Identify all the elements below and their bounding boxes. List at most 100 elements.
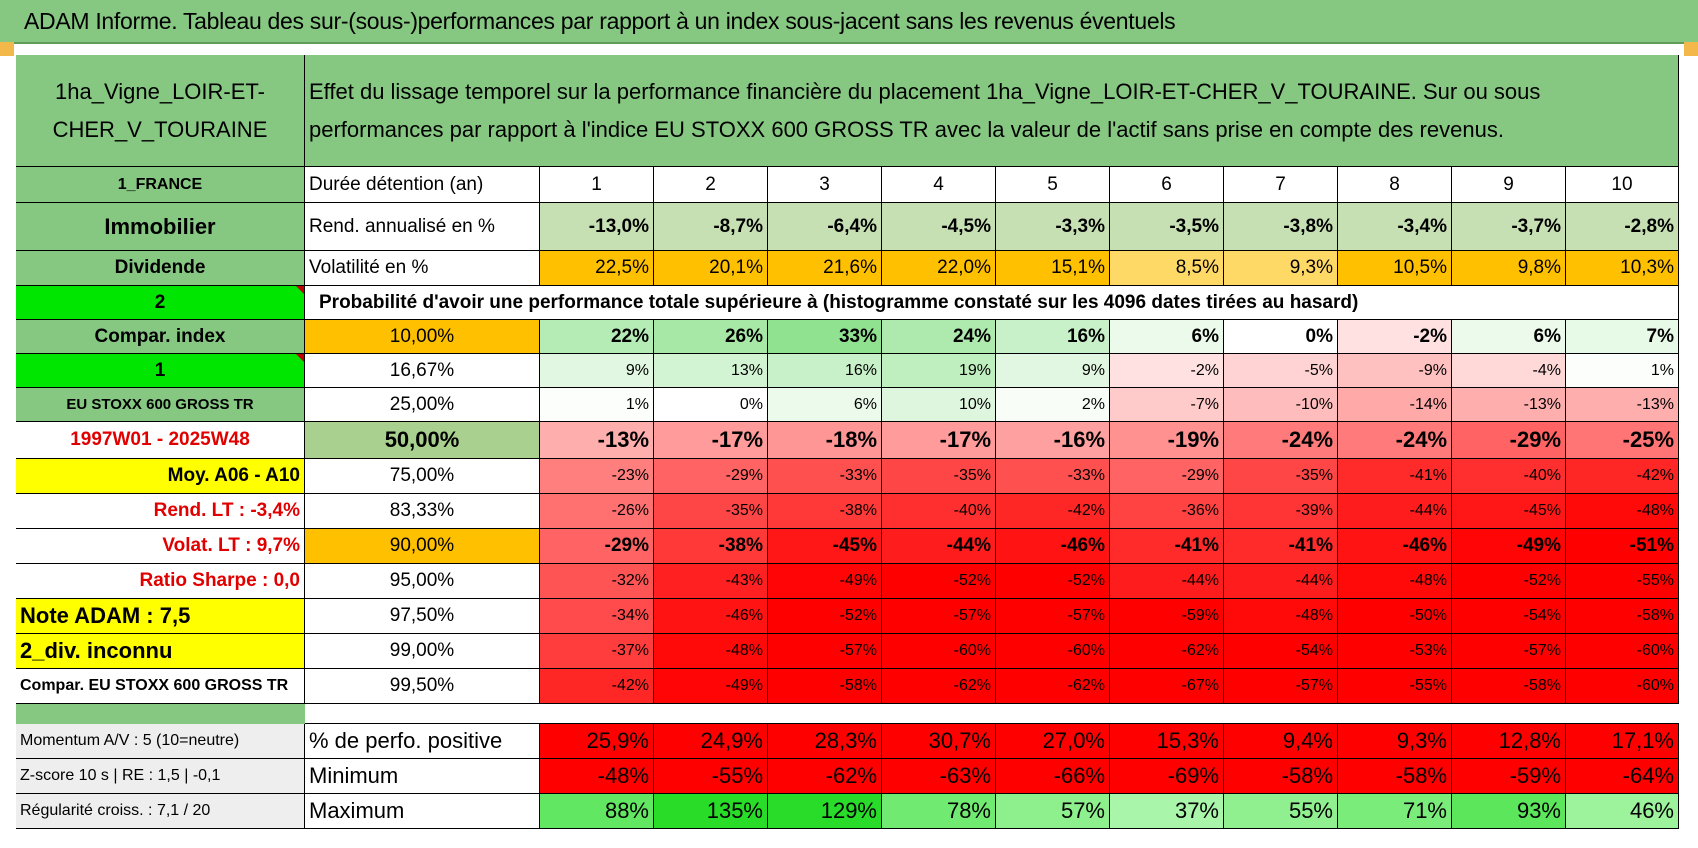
quantile-value: 2% xyxy=(996,388,1110,422)
quantile-value: -49% xyxy=(1452,529,1566,564)
left-label-10: Volat. LT : 9,7% xyxy=(16,529,305,564)
quantile-value: -5% xyxy=(1224,354,1338,388)
quantile-value: -34% xyxy=(540,599,654,634)
quantile-value: -45% xyxy=(768,529,882,564)
quantile-value: -41% xyxy=(1110,529,1224,564)
bottom-value: -63% xyxy=(882,759,996,794)
left-label-14: Compar. EU STOXX 600 GROSS TR xyxy=(16,669,305,704)
quantile-value: -58% xyxy=(1452,669,1566,704)
quantile-value: -36% xyxy=(1110,494,1224,529)
quantile-value: -49% xyxy=(768,564,882,599)
quantile-value: -48% xyxy=(1224,599,1338,634)
quantile-value: 9% xyxy=(540,354,654,388)
quantile-pct: 95,00% xyxy=(305,564,540,599)
bottom-left-label-0: Momentum A/V : 5 (10=neutre) xyxy=(16,724,305,759)
year-header-6: 6 xyxy=(1110,167,1224,203)
quantile-value: -38% xyxy=(654,529,768,564)
left-label-13: 2_div. inconnu xyxy=(16,634,305,669)
quantile-pct: 99,50% xyxy=(305,669,540,704)
quantile-value: -40% xyxy=(882,494,996,529)
left-label-5: 1 xyxy=(16,354,305,388)
quantile-value: -33% xyxy=(768,459,882,494)
quantile-value: -58% xyxy=(768,669,882,704)
vol-value: 15,1% xyxy=(996,251,1110,286)
quantile-value: -46% xyxy=(654,599,768,634)
quantile-value: -51% xyxy=(1566,529,1679,564)
bottom-value: -48% xyxy=(540,759,654,794)
quantile-value: -35% xyxy=(882,459,996,494)
quantile-value: -19% xyxy=(1110,422,1224,459)
quantile-pct: 83,33% xyxy=(305,494,540,529)
bottom-value: 93% xyxy=(1452,794,1566,829)
quantile-value: -50% xyxy=(1338,599,1452,634)
quantile-value: -60% xyxy=(882,634,996,669)
quantile-value: 19% xyxy=(882,354,996,388)
quantile-value: -57% xyxy=(882,599,996,634)
vol-value: 9,8% xyxy=(1452,251,1566,286)
quantile-value: -62% xyxy=(1110,634,1224,669)
quantile-value: -43% xyxy=(654,564,768,599)
quantile-value: 6% xyxy=(768,388,882,422)
quantile-pct: 50,00% xyxy=(305,422,540,459)
rend-label: Rend. annualisé en % xyxy=(305,203,540,251)
quantile-value: -26% xyxy=(540,494,654,529)
quantile-pct: 99,00% xyxy=(305,634,540,669)
quantile-value: -13% xyxy=(1452,388,1566,422)
quantile-value: -53% xyxy=(1338,634,1452,669)
vol-value: 10,3% xyxy=(1566,251,1679,286)
bottom-value: 28,3% xyxy=(768,724,882,759)
quantile-value: -44% xyxy=(1110,564,1224,599)
year-header-5: 5 xyxy=(996,167,1110,203)
quantile-value: -2% xyxy=(1110,354,1224,388)
quantile-value: -44% xyxy=(1338,494,1452,529)
rend-value: -3,8% xyxy=(1224,203,1338,251)
rend-value: -3,7% xyxy=(1452,203,1566,251)
bottom-row-label-2: Maximum xyxy=(305,794,540,829)
bottom-value: -55% xyxy=(654,759,768,794)
quantile-pct: 97,50% xyxy=(305,599,540,634)
bottom-value: 57% xyxy=(996,794,1110,829)
bottom-value: -59% xyxy=(1452,759,1566,794)
quantile-value: -35% xyxy=(654,494,768,529)
quantile-value: -57% xyxy=(1224,669,1338,704)
vol-value: 8,5% xyxy=(1110,251,1224,286)
bottom-value: -69% xyxy=(1110,759,1224,794)
bottom-row-label-0: % de perfo. positive xyxy=(305,724,540,759)
bottom-value: 9,4% xyxy=(1224,724,1338,759)
left-label-6: EU STOXX 600 GROSS TR xyxy=(16,388,305,422)
performance-table: 1ha_Vigne_LOIR-ET-CHER_V_TOURAINE Effet d… xyxy=(16,55,1680,848)
bottom-value: -66% xyxy=(996,759,1110,794)
quantile-value: -16% xyxy=(996,422,1110,459)
bottom-value: 71% xyxy=(1338,794,1452,829)
quantile-value: 16% xyxy=(768,354,882,388)
quantile-value: -41% xyxy=(1338,459,1452,494)
quantile-value: -48% xyxy=(1338,564,1452,599)
bottom-value: 9,3% xyxy=(1338,724,1452,759)
left-label-4: Compar. index xyxy=(16,320,305,354)
year-header-2: 2 xyxy=(654,167,768,203)
spacer-green xyxy=(16,704,305,724)
quantile-value: -10% xyxy=(1224,388,1338,422)
quantile-value: 9% xyxy=(996,354,1110,388)
quantile-value: -48% xyxy=(654,634,768,669)
quantile-value: -54% xyxy=(1224,634,1338,669)
right-tab-marker xyxy=(1684,42,1698,56)
bottom-value: 27,0% xyxy=(996,724,1110,759)
quantile-value: 24% xyxy=(882,320,996,354)
bottom-value: -62% xyxy=(768,759,882,794)
quantile-value: 7% xyxy=(1566,320,1679,354)
quantile-value: -60% xyxy=(996,634,1110,669)
quantile-value: -32% xyxy=(540,564,654,599)
bottom-value: 15,3% xyxy=(1110,724,1224,759)
quantile-value: 1% xyxy=(1566,354,1679,388)
quantile-value: -45% xyxy=(1452,494,1566,529)
quantile-value: -9% xyxy=(1338,354,1452,388)
quantile-value: -42% xyxy=(1566,459,1679,494)
bottom-value: 46% xyxy=(1566,794,1679,829)
bottom-value: 129% xyxy=(768,794,882,829)
bottom-value: 12,8% xyxy=(1452,724,1566,759)
quantile-value: 1% xyxy=(540,388,654,422)
bottom-value: 25,9% xyxy=(540,724,654,759)
probability-title: Probabilité d'avoir une performance tota… xyxy=(305,286,1566,320)
quantile-value: -33% xyxy=(996,459,1110,494)
